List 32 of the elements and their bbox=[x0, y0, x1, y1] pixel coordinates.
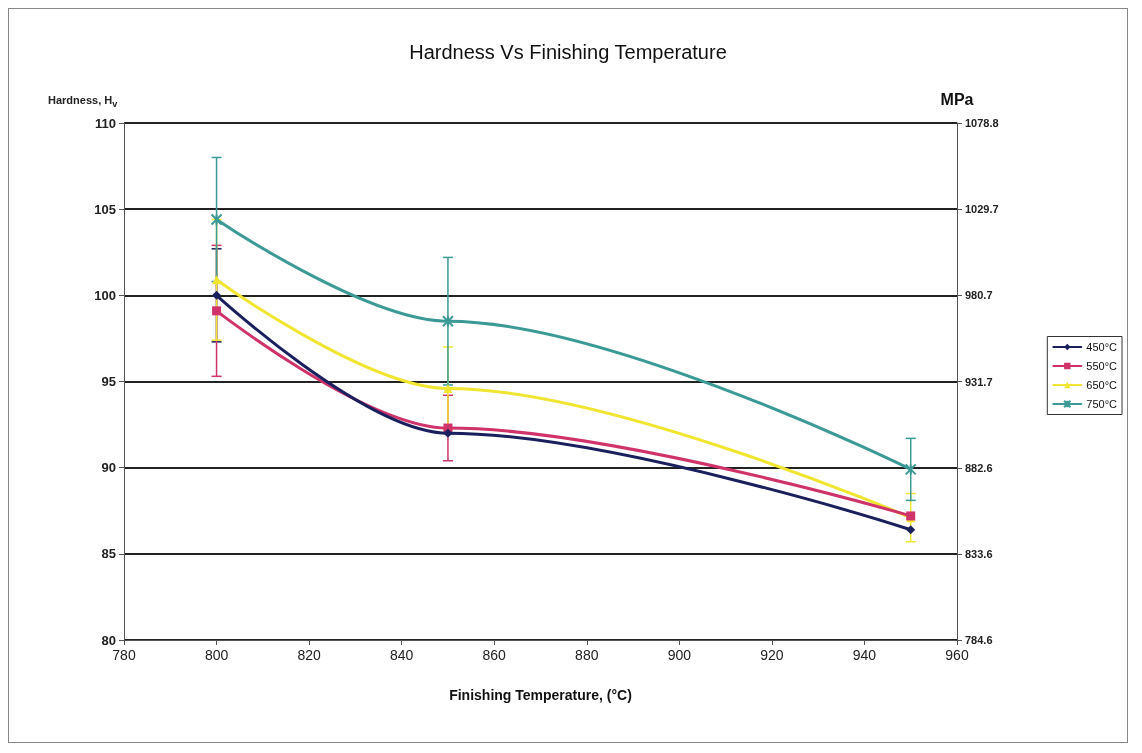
chart-title: Hardness Vs Finishing Temperature bbox=[409, 41, 727, 63]
y-tick-label: 105 bbox=[94, 201, 116, 217]
y2-tick-label: 980.7 bbox=[965, 289, 993, 302]
y2-tick-label: 1029.7 bbox=[965, 203, 999, 216]
legend-label: 550°C bbox=[1086, 360, 1118, 372]
x-tick-label: 960 bbox=[945, 647, 969, 663]
x-tick-label: 780 bbox=[112, 647, 136, 663]
y-tick-label: 110 bbox=[95, 115, 116, 131]
y-tick-label: 80 bbox=[101, 632, 116, 648]
y-tick-label: 100 bbox=[94, 287, 116, 303]
y-tick-label: 85 bbox=[101, 546, 116, 562]
y2-tick-label: 1078.8 bbox=[965, 117, 999, 129]
x-tick-label: 860 bbox=[482, 647, 507, 663]
legend-label: 750°C bbox=[1086, 398, 1118, 410]
x-tick-label: 840 bbox=[389, 647, 414, 663]
y2-tick-label: 784.6 bbox=[965, 634, 993, 646]
y2-tick-label: 931.7 bbox=[965, 375, 993, 388]
y-axis-title: Hardness, H$_{v}$ bbox=[48, 94, 118, 110]
y2-axis-title: MPa bbox=[940, 90, 974, 108]
x-tick-label: 820 bbox=[297, 647, 321, 663]
y2-tick-label: 882.6 bbox=[965, 461, 993, 474]
legend-label: 650°C bbox=[1086, 379, 1118, 391]
x-tick-label: 940 bbox=[852, 647, 877, 663]
legend-label: 450°C bbox=[1086, 341, 1118, 353]
y-tick-label: 90 bbox=[101, 460, 116, 476]
y2-tick-label: 833.6 bbox=[965, 547, 993, 560]
x-tick-label: 800 bbox=[204, 647, 229, 663]
y-tick-label: 95 bbox=[101, 374, 116, 389]
x-tick-label: 900 bbox=[667, 647, 692, 663]
x-tick-label: 920 bbox=[760, 647, 784, 663]
x-axis-title: Finishing Temperature, (°C) bbox=[449, 687, 632, 703]
x-tick-label: 880 bbox=[575, 647, 599, 663]
